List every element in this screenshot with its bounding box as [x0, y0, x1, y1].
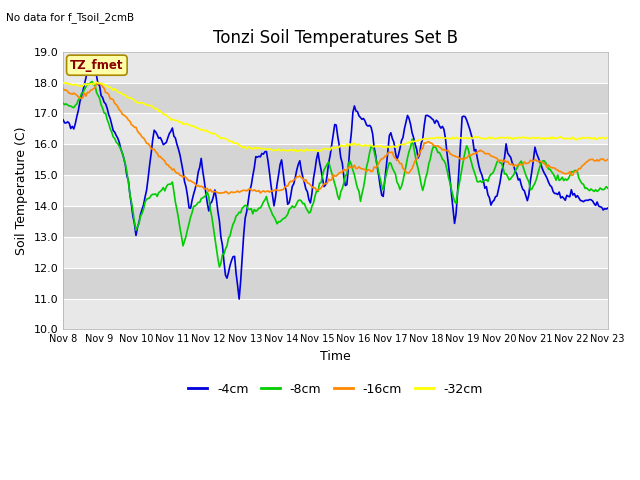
Y-axis label: Soil Temperature (C): Soil Temperature (C): [15, 126, 28, 255]
Bar: [63, 206, 608, 237]
Text: No data for f_Tsoil_2cmB: No data for f_Tsoil_2cmB: [6, 12, 134, 23]
Bar: [63, 268, 608, 299]
Text: TZ_fmet: TZ_fmet: [70, 59, 124, 72]
Title: Tonzi Soil Temperatures Set B: Tonzi Soil Temperatures Set B: [213, 29, 458, 48]
Bar: [63, 113, 608, 144]
Bar: [63, 52, 608, 83]
Bar: [63, 299, 608, 329]
X-axis label: Time: Time: [320, 350, 351, 363]
Bar: [63, 144, 608, 175]
Bar: [63, 237, 608, 268]
Bar: [63, 83, 608, 113]
Legend: -4cm, -8cm, -16cm, -32cm: -4cm, -8cm, -16cm, -32cm: [183, 378, 488, 401]
Bar: [63, 175, 608, 206]
